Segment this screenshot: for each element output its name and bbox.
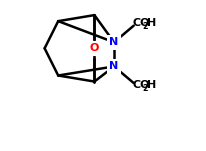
- Text: CO: CO: [132, 80, 150, 90]
- Text: N: N: [109, 37, 118, 47]
- Text: CO: CO: [132, 18, 150, 28]
- Text: H: H: [146, 80, 155, 90]
- Text: O: O: [89, 43, 99, 53]
- Text: N: N: [109, 61, 118, 71]
- Text: H: H: [146, 18, 155, 28]
- Text: 2: 2: [142, 84, 147, 93]
- Text: 2: 2: [142, 22, 147, 31]
